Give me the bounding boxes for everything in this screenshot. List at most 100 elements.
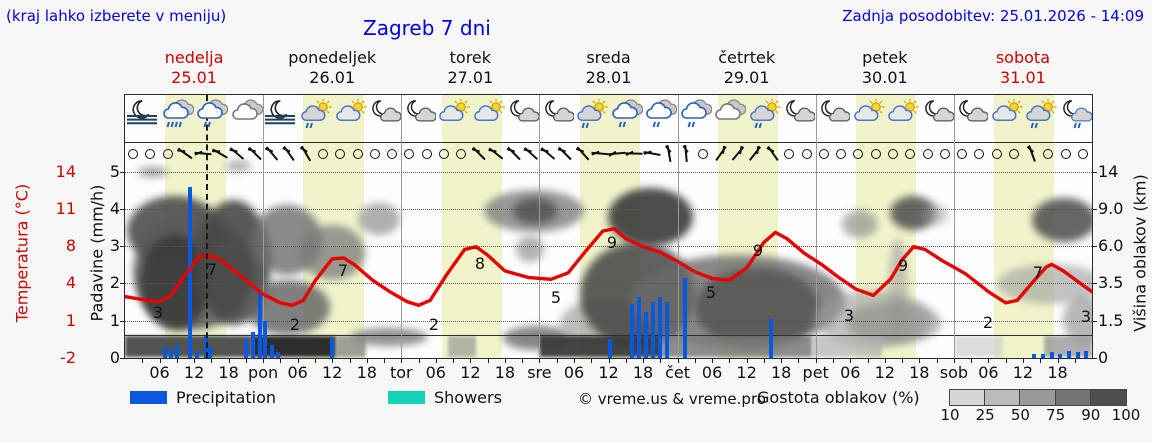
precip-bar — [194, 350, 199, 358]
precip-bar — [1067, 351, 1071, 358]
time-tick-mark — [884, 358, 886, 363]
weather-icon-slot — [643, 99, 678, 133]
weather-icon-slot — [885, 98, 919, 133]
weather-icon-slot — [125, 99, 159, 133]
sun-cloud-icon — [439, 98, 470, 122]
wind-calm-icon — [957, 148, 967, 159]
day-date: 30.01 — [861, 68, 908, 87]
time-tick-mark — [608, 358, 610, 363]
cloud-icon — [715, 99, 747, 120]
wind-calm-icon — [335, 148, 346, 159]
precip-bar — [1032, 353, 1037, 358]
cloud-density-tick-label: 100 — [1111, 406, 1141, 424]
day-name: nedelja — [164, 48, 224, 67]
wind-calm-icon — [352, 148, 363, 159]
wind-calm-icon — [836, 148, 847, 159]
time-tick-label: 18 — [632, 363, 654, 382]
cloud-blob — [1032, 198, 1092, 242]
time-tick-mark — [245, 358, 247, 363]
precip-tick-label: 2 — [109, 273, 120, 292]
low-cloud-strip — [955, 336, 1003, 357]
day-name: petek — [862, 48, 908, 67]
weather-icon-slot — [333, 98, 367, 133]
wind-calm-icon — [1043, 148, 1054, 159]
cloud-shower-icon — [681, 99, 713, 128]
wind-calm-icon — [1008, 148, 1019, 159]
day-date: 31.01 — [1000, 68, 1046, 87]
precip-bar — [769, 318, 774, 358]
weather-icon-slot — [781, 99, 817, 133]
time-tick-mark — [833, 358, 834, 363]
weather-icon-slot — [1023, 98, 1057, 133]
time-tick-label: 12 — [874, 363, 895, 382]
rain-icon — [163, 99, 195, 128]
time-tick-label: 12 — [1012, 363, 1034, 382]
wind-calm-icon — [939, 148, 950, 159]
day-date: 26.01 — [309, 68, 356, 87]
time-tick-mark — [746, 358, 748, 363]
time-tick-label: 18 — [771, 363, 792, 382]
time-tick-mark — [1040, 358, 1042, 363]
precip-bar — [257, 291, 262, 358]
cloud-tick-label: 3.5 — [1098, 273, 1124, 292]
sun-cloud-shower-icon — [1026, 98, 1057, 129]
wind-calm-icon — [784, 148, 795, 159]
temp-label: 2 — [982, 313, 994, 332]
wind-barb-icon — [625, 150, 643, 157]
time-tick-mark — [574, 358, 575, 363]
daylight-band — [441, 95, 502, 358]
meteogram-plot: 3 7 2 7 2 8 5 9 5 9 3 9 2 7 3 — [124, 94, 1093, 359]
wind-calm-icon — [128, 148, 139, 159]
time-tick-mark — [867, 358, 869, 363]
precip-tick-label: 4 — [109, 199, 120, 218]
time-tick-mark — [660, 358, 662, 363]
precip-bar — [174, 345, 179, 358]
precip-bar — [1084, 350, 1089, 358]
cloud-icon — [232, 99, 264, 120]
wind-calm-icon — [369, 148, 380, 159]
time-tick-mark — [539, 358, 541, 363]
cloud-density-cell — [1054, 389, 1092, 406]
gridline — [125, 321, 1092, 322]
time-tick-label: 12 — [598, 363, 619, 382]
time-tick-mark — [176, 358, 178, 363]
temp-label: 7 — [206, 260, 218, 279]
time-tick-label: 06 — [563, 363, 585, 382]
cloud-tick-label: 0 — [1098, 348, 1109, 367]
cloud-blob — [516, 236, 544, 262]
time-tick-mark — [677, 358, 679, 363]
weather-icon-slot — [160, 99, 195, 133]
time-tick-mark — [435, 358, 437, 363]
copyright-link[interactable]: © vreme.us & vreme.pro — [578, 390, 766, 408]
time-tick-mark — [625, 358, 627, 363]
wind-calm-icon — [162, 148, 173, 159]
low-cloud-strip — [336, 336, 366, 357]
wind-calm-icon — [991, 148, 1002, 159]
temp-label: 5 — [705, 283, 717, 302]
precip-bar — [1075, 352, 1080, 358]
wind-calm-icon — [404, 148, 415, 159]
temp-label: 2 — [289, 315, 301, 334]
wind-calm-icon — [456, 148, 467, 159]
cloud-blob — [300, 225, 365, 280]
time-tick-mark — [453, 358, 455, 363]
temp-label: 3 — [843, 306, 855, 325]
time-tick-label: sre — [527, 363, 552, 382]
weather-icon-slot — [816, 99, 851, 133]
cloud-density-legend-title: Gostota oblakov (%) — [757, 388, 920, 407]
temp-axis-title: Temperatura (°C) — [12, 183, 32, 323]
weather-icon-slot — [851, 98, 885, 133]
rain-light-icon — [197, 99, 229, 128]
sun-cloud-icon — [991, 98, 1023, 122]
time-tick-label: 12 — [322, 363, 343, 382]
wind-calm-icon — [887, 148, 898, 159]
weather-icon-slot — [954, 99, 989, 133]
moon-fog-icon — [127, 100, 158, 125]
moon-cloud-icon — [959, 100, 989, 122]
wind-calm-icon — [387, 148, 398, 159]
day-date: 28.01 — [585, 68, 632, 87]
temp-tick-label: 8 — [65, 236, 76, 255]
time-tick-label: 12 — [183, 363, 205, 382]
cloud-shower-icon — [612, 99, 644, 128]
